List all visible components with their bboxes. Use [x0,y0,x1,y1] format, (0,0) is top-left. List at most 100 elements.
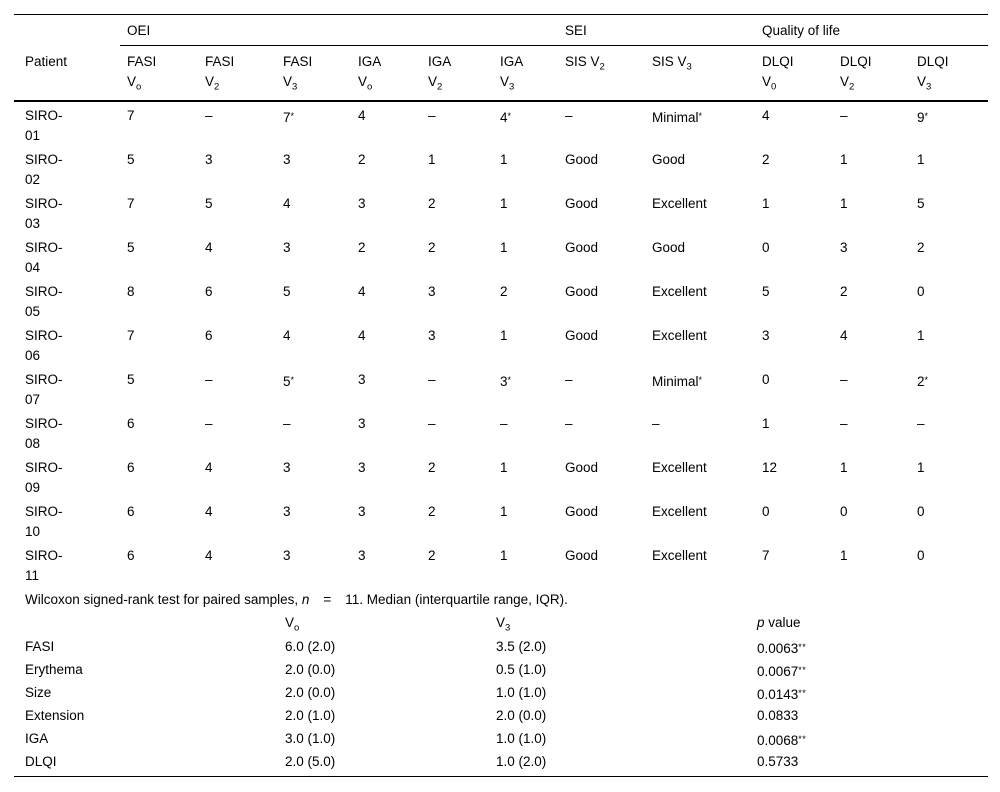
table-cell: 1 [500,328,508,343]
summary-col-p-value: p value [757,615,801,630]
table-cell: 3 [358,416,366,431]
table-cell: 3 [358,196,366,211]
table-cell: 3 [283,240,291,255]
table-cell: – [283,416,291,431]
table-cell: Excellent [652,284,707,299]
table-cell: 5 [127,152,135,167]
note-text: Wilcoxon signed-rank test for paired sam… [25,592,302,607]
table-cell: 3 [358,372,366,387]
table-cell: 0 [762,372,770,387]
summary-cell-v0: 2.0 (0.0) [285,662,336,677]
table-body: SIRO- 01 7 – 7* 4 – 4* – Minimal* 4 – 9* … [0,102,1000,586]
column-header: SIS V2 [565,54,605,73]
summary-cell-v0: 2.0 (1.0) [285,708,336,723]
summary-cell-v3: 1.0 (2.0) [496,754,547,769]
table-cell: 8 [127,284,135,299]
table-cell: 1 [762,416,770,431]
note-rest: 11. Median (interquartile range, IQR). [345,592,568,607]
summary-cell-v3: 0.5 (1.0) [496,662,547,677]
table-cell: – [840,372,848,387]
table-cell: 3 [283,460,291,475]
table-cell: 4 [205,504,213,519]
table-cell: 1 [840,152,848,167]
table-cell: 2 [917,240,925,255]
table-cell: 5 [127,240,135,255]
group-header-sei: SEI [565,22,587,38]
column-header-row: Patient FASI Vo FASI V2 FASI V3 IGA Vo IGA V2 IGA V3… [0,46,1000,100]
table-cell: 2 [358,240,366,255]
table-cell: 4 [358,108,366,123]
table-cell: 2 [358,152,366,167]
table-cell: 3 [283,152,291,167]
table-cell: 2 [428,196,436,211]
table-cell: 1 [917,460,925,475]
table-cell: 0 [917,548,925,563]
table-cell: 1 [500,460,508,475]
table-row: SIRO- 04 5 4 3 2 2 1 Good Good 0 3 2 [0,234,1000,278]
table-cell: – [840,416,848,431]
table-cell: 0 [917,284,925,299]
table-cell: Excellent [652,196,707,211]
summary-cell-v3: 1.0 (1.0) [496,685,547,700]
patient-id: SIRO- 03 [25,196,63,231]
table-cell: Excellent [652,328,707,343]
summary-cell-p: 0.5733 [757,754,799,769]
table-cell: 4 [205,240,213,255]
table-cell: 2 [762,152,770,167]
summary-cell-v3: 3.5 (2.0) [496,639,547,654]
table-cell: 4* [500,110,512,125]
group-header-quality-of-life: Quality of life [762,22,841,38]
column-header: DLQI V3 [917,54,949,93]
summary-cell-v0: 6.0 (2.0) [285,639,336,654]
summary-cell-p: 0.0143** [757,687,807,702]
table-cell: Excellent [652,548,707,563]
summary-row-label: Extension [25,708,85,723]
table-cell: Good [565,240,599,255]
summary-cell-p: 0.0068** [757,733,807,748]
table-cell: – [917,416,925,431]
table-cell: 6 [127,460,135,475]
table-cell: 0 [762,240,770,255]
table-cell: 5 [205,196,213,211]
header-bottom-rule [14,100,988,102]
table-cell: 3 [762,328,770,343]
note-n-variable: n [301,592,310,607]
table-cell: – [565,416,573,431]
summary-cell-v0: 3.0 (1.0) [285,731,336,746]
table-cell: 1 [917,152,925,167]
table-cell: Good [565,328,599,343]
table-cell: – [205,108,213,123]
table-cell: Minimal* [652,110,703,125]
table-cell: Good [565,460,599,475]
table-cell: 3 [358,460,366,475]
summary-cell-p: 0.0067** [757,664,807,679]
table-cell: 1 [500,152,508,167]
table-cell: 7 [762,548,770,563]
summary-row: DLQI 2.0 (5.0) 1.0 (2.0) 0.5733 [0,751,1000,774]
table-cell: 7* [283,110,295,125]
column-header: IGA V3 [500,54,524,93]
table-cell: – [428,416,436,431]
table-cell: 3 [205,152,213,167]
table-cell: 0 [917,504,925,519]
summary-row-label: FASI [25,639,55,654]
table-cell: Good [565,504,599,519]
table-cell: 3* [500,374,512,389]
table-cell: 1 [428,152,436,167]
table-cell: 4 [358,284,366,299]
summary-col-v0: Vo [285,615,300,634]
patient-id: SIRO- 07 [25,372,63,407]
table-cell: – [205,416,213,431]
table-cell: Minimal* [652,374,703,389]
table-cell: 3 [358,504,366,519]
column-header: IGA Vo [358,54,382,93]
summary-row-label: DLQI [25,754,57,769]
table-cell: – [565,372,573,387]
table-cell: Good [565,196,599,211]
column-header: FASI Vo [127,54,157,93]
table-cell: – [652,416,660,431]
table-cell: 4 [358,328,366,343]
group-underline-rule [120,45,988,46]
table-cell: 4 [283,196,291,211]
